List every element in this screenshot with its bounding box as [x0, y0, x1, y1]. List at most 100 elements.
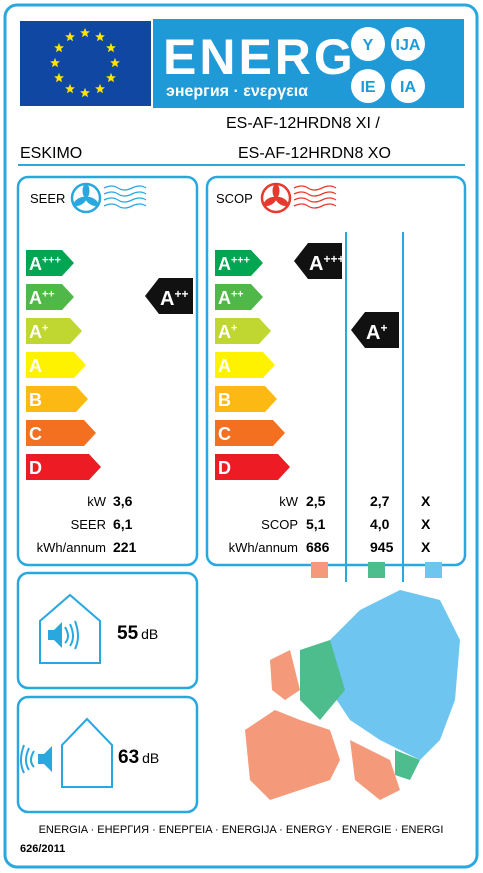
energy-title: ENERG — [163, 29, 356, 85]
class-label: D — [29, 458, 42, 478]
row-label: kW — [279, 494, 299, 509]
row-value: 2,5 — [306, 493, 326, 509]
class-label: A+++ — [218, 254, 250, 274]
class-arrow — [215, 386, 277, 412]
class-letter: A — [29, 356, 42, 376]
fan-blade — [275, 196, 289, 207]
class-arrow — [26, 250, 74, 276]
flag-star — [106, 42, 116, 53]
row-label: SCOP — [261, 517, 298, 532]
class-sup: + — [42, 323, 48, 335]
class-letter: A — [218, 254, 231, 274]
zone-average — [368, 562, 385, 578]
class-letter: A — [218, 356, 231, 376]
badge-circle — [391, 27, 425, 61]
noise-level: 55 dB — [117, 623, 158, 644]
badge-circle — [351, 69, 385, 103]
row-label: SEER — [71, 517, 106, 532]
row-value: 221 — [113, 539, 137, 555]
class-arrow — [26, 420, 96, 446]
class-arrow — [26, 284, 74, 310]
air-wave — [293, 203, 337, 209]
class-sup: ++ — [231, 289, 244, 301]
class-label: A++ — [218, 288, 244, 308]
air-wave — [103, 185, 147, 191]
row-label: kWh/annum — [229, 540, 298, 555]
flag-star — [110, 57, 120, 68]
footer-regulation: 626/2011 — [20, 843, 65, 855]
class-arrow — [215, 454, 290, 480]
noise-level: 63 dB — [118, 747, 159, 768]
badge-text: IA — [400, 79, 416, 96]
fan-blade — [263, 196, 277, 207]
class-sup: +++ — [42, 255, 61, 267]
air-wave — [103, 197, 147, 203]
badge-circle — [351, 27, 385, 61]
class-letter: B — [218, 390, 231, 410]
flag-star — [95, 31, 105, 42]
class-arrow — [215, 284, 263, 310]
outdoor-noise-panel — [16, 695, 199, 814]
row-value: 5,1 — [306, 516, 326, 532]
energy-subtitle: энергия · ενεργεια — [166, 83, 308, 100]
fan-blade — [73, 196, 87, 207]
fan-blade — [82, 184, 90, 198]
class-label: A+ — [218, 322, 237, 342]
speaker-icon — [38, 746, 52, 772]
class-label: B — [218, 390, 231, 410]
scop-panel — [205, 175, 467, 567]
row-label: kWh/annum — [37, 540, 106, 555]
flag-star — [106, 72, 116, 83]
flag-star — [65, 83, 75, 94]
badge-text: IE — [360, 79, 375, 96]
sound-wave — [74, 620, 79, 650]
rating-label: A++ — [160, 287, 188, 310]
flag-star — [65, 31, 75, 42]
class-letter: A — [29, 288, 42, 308]
row-value: X — [421, 493, 431, 509]
class-letter: A — [366, 322, 380, 344]
class-label: C — [29, 424, 42, 444]
indoor-noise-panel — [16, 571, 199, 690]
panel-title: SEER — [30, 191, 65, 206]
class-letter: B — [29, 390, 42, 410]
flag-star — [50, 57, 60, 68]
class-label: C — [218, 424, 231, 444]
noise-unit: dB — [142, 750, 159, 766]
badge-text: Y — [363, 37, 374, 54]
class-label: A+ — [29, 322, 48, 342]
europe-map — [245, 590, 460, 800]
class-arrow — [215, 420, 285, 446]
rating-arrow — [351, 312, 399, 348]
class-arrow — [215, 318, 271, 344]
supplier: ESKIMO — [20, 145, 82, 162]
class-arrow — [26, 352, 86, 378]
rating-label: A+++ — [309, 252, 344, 275]
row-value: 6,1 — [113, 516, 133, 532]
class-label: B — [29, 390, 42, 410]
class-letter: A — [29, 322, 42, 342]
noise-unit: dB — [141, 626, 158, 642]
rating-label: A+ — [366, 321, 387, 344]
rating-arrow — [294, 243, 342, 279]
footer-languages: ENERGIA · ЕНЕРГИЯ · ΕΝΕΡΓΕΙΑ · ENERGIJA … — [39, 824, 444, 836]
row-value: X — [421, 539, 431, 555]
sound-wave — [20, 744, 25, 774]
sound-wave — [25, 747, 30, 771]
class-letter: C — [29, 424, 42, 444]
row-value: 3,6 — [113, 493, 133, 509]
badge-circle — [391, 69, 425, 103]
class-label: A+++ — [29, 254, 61, 274]
speaker-icon — [48, 622, 62, 648]
class-arrow — [215, 250, 263, 276]
sound-wave — [30, 750, 35, 768]
house-icon — [39, 593, 101, 664]
air-wave — [103, 203, 147, 209]
panel-title: SCOP — [216, 191, 253, 206]
sound-wave — [69, 623, 74, 647]
flag-star — [95, 83, 105, 94]
class-label: A — [29, 356, 42, 376]
class-arrow — [26, 318, 82, 344]
